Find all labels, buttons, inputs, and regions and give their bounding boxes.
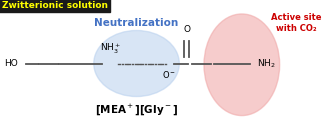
Text: NH$_2$: NH$_2$ bbox=[257, 57, 275, 70]
Text: [MEA$^+$][Gly$^-$]: [MEA$^+$][Gly$^-$] bbox=[95, 102, 178, 117]
Text: O: O bbox=[183, 25, 190, 34]
Text: Neutralization: Neutralization bbox=[94, 18, 179, 28]
Text: Zwitterionic solution: Zwitterionic solution bbox=[2, 1, 108, 10]
Text: Active site
with CO₂: Active site with CO₂ bbox=[271, 13, 321, 33]
Ellipse shape bbox=[94, 30, 179, 97]
Text: NH$_3^+$: NH$_3^+$ bbox=[100, 42, 121, 56]
Text: HO: HO bbox=[4, 59, 18, 68]
Text: O$^-$: O$^-$ bbox=[163, 69, 176, 80]
Ellipse shape bbox=[204, 14, 280, 116]
